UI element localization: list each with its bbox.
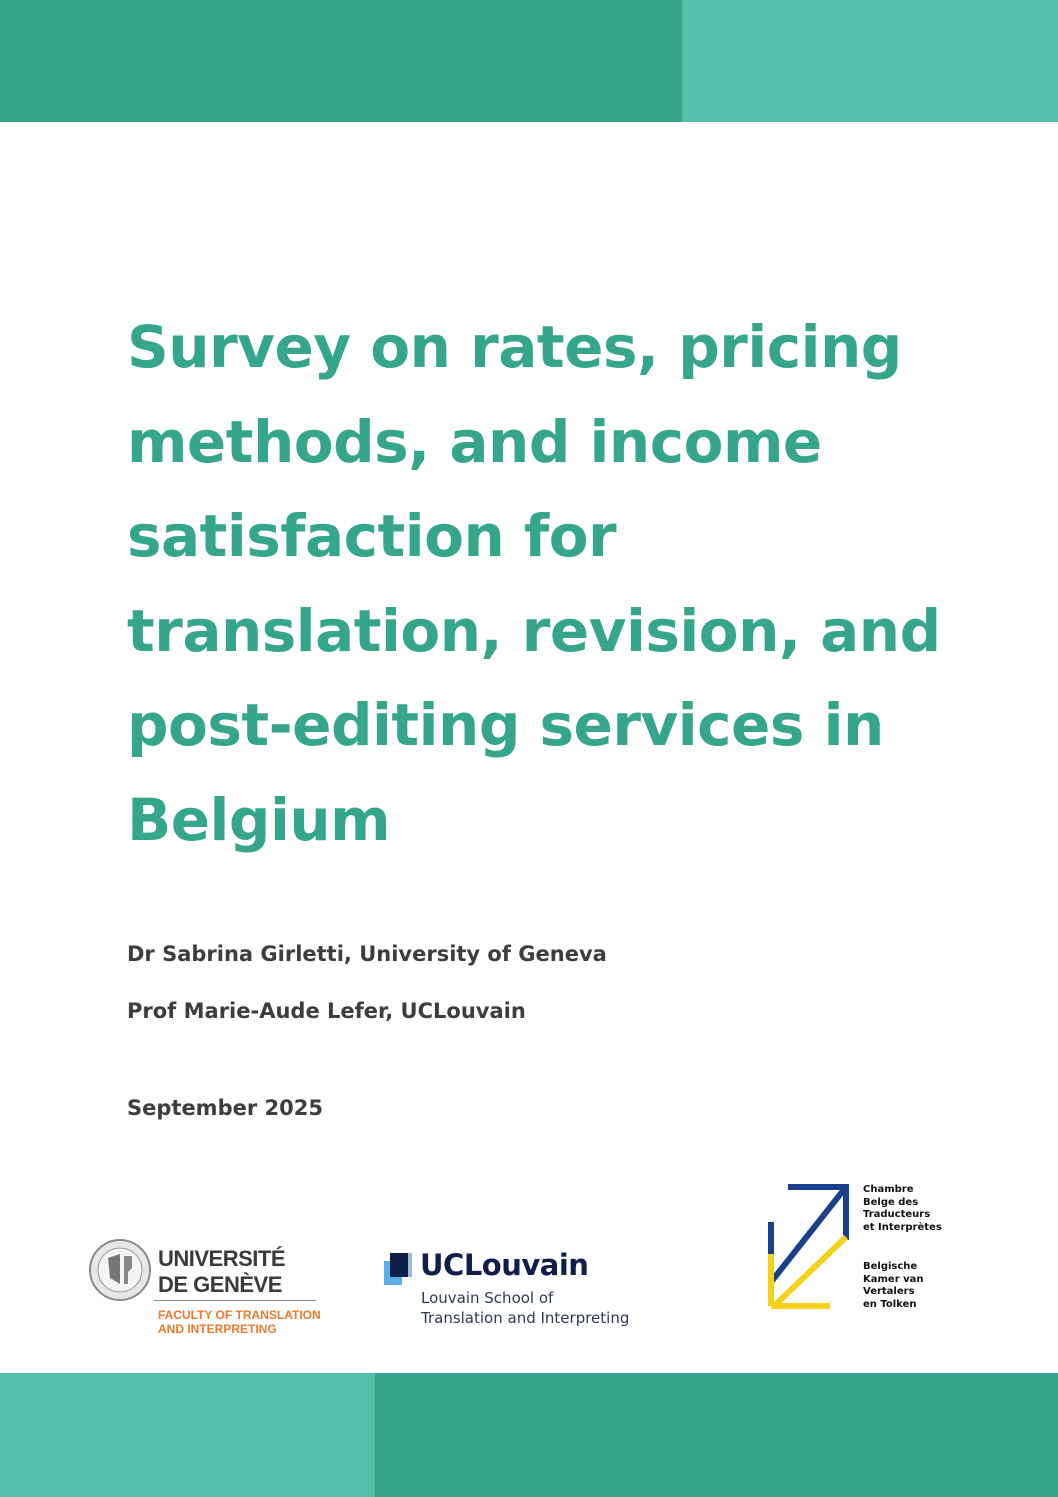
cbti-fr1: Chambre <box>863 1184 914 1195</box>
unige-faculty2: AND INTERPRETING <box>158 1322 277 1336</box>
unige-divider <box>154 1300 316 1301</box>
cbti-fr2: Belge des <box>863 1196 919 1208</box>
footer-band-dark <box>375 1373 1058 1497</box>
author-2: Prof Marie-Aude Lefer, UCLouvain <box>127 999 526 1023</box>
unige-seal-icon <box>89 1239 151 1301</box>
unige-logo: UNIVERSITÉ DE GENÈVE FACULTY OF TRANSLAT… <box>88 1238 323 1338</box>
cbti-nl1: Belgische <box>863 1261 918 1272</box>
cbti-fr4: et Interprètes <box>863 1221 942 1233</box>
document-title: Survey on rates, pricing methods, and in… <box>127 313 941 854</box>
publication-date: September 2025 <box>127 1096 323 1120</box>
footer-band-light <box>0 1373 375 1497</box>
cbti-fr3: Traducteurs <box>863 1209 931 1221</box>
unige-line1: UNIVERSITÉ <box>158 1246 286 1271</box>
cbti-nl3: Vertalers <box>863 1286 915 1298</box>
unige-faculty1: FACULTY OF TRANSLATION <box>158 1308 321 1322</box>
header-band-dark <box>0 0 682 122</box>
cbti-nl4: en Tolken <box>863 1298 917 1310</box>
uclouvain-name: UCLouvain <box>420 1248 589 1282</box>
header-band-light <box>682 0 1058 122</box>
cbti-mark-icon <box>768 1184 849 1309</box>
cbti-nl2: Kamer van <box>863 1273 924 1285</box>
uclouvain-sub1: Louvain School of <box>421 1289 554 1307</box>
unige-line2: DE GENÈVE <box>158 1272 282 1297</box>
uclouvain-mark-icon <box>384 1253 414 1285</box>
cbti-logo: Chambre Belge des Traducteurs et Interpr… <box>766 1182 956 1312</box>
uclouvain-logo: UCLouvain Louvain School of Translation … <box>384 1248 654 1335</box>
author-1: Dr Sabrina Girletti, University of Genev… <box>127 942 607 966</box>
uclouvain-sub2: Translation and Interpreting <box>421 1309 630 1327</box>
